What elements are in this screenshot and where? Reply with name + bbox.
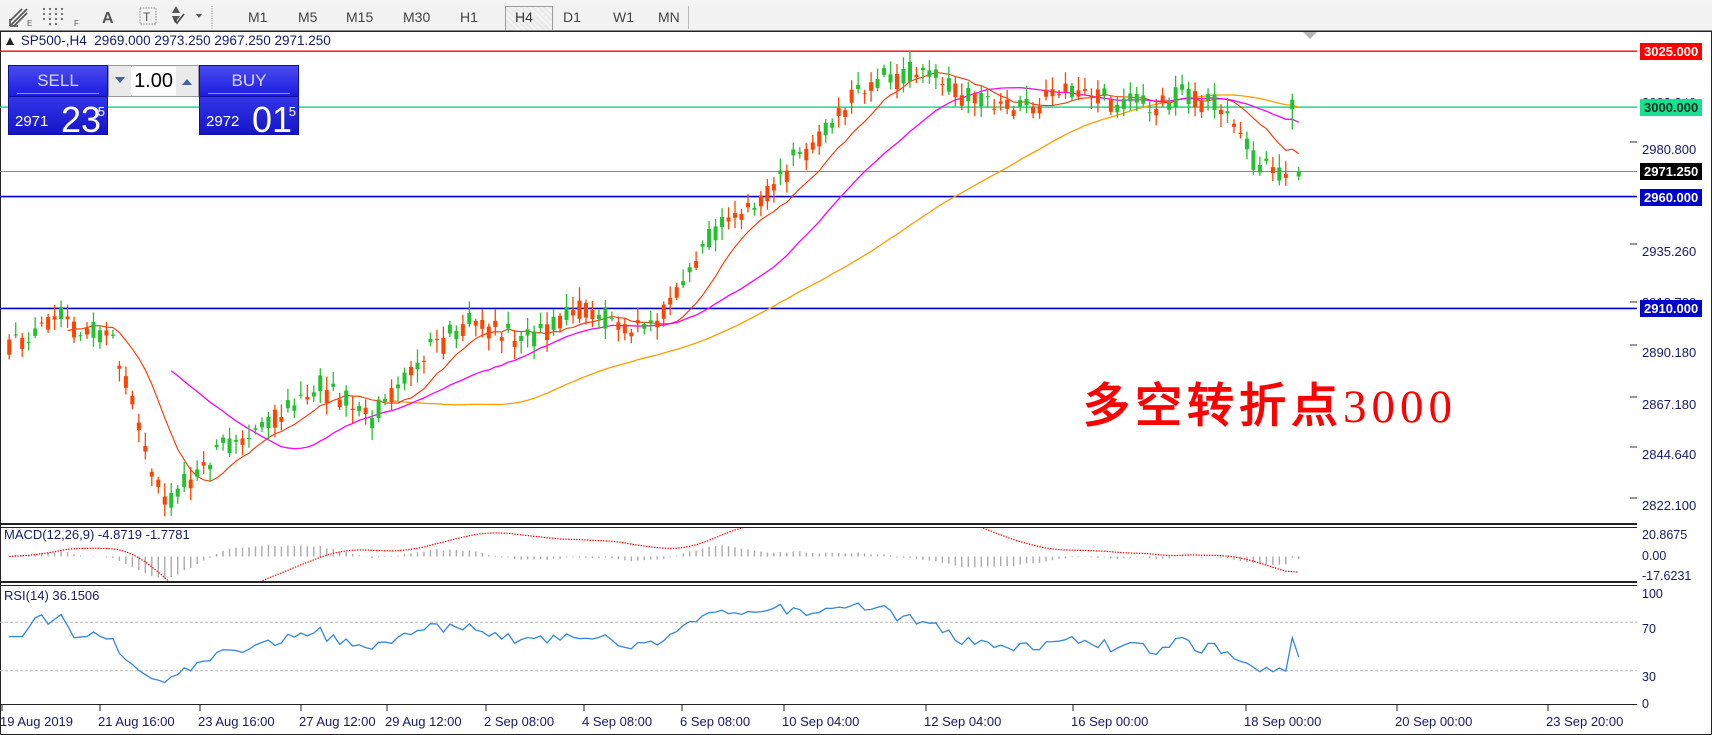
svg-text:F: F: [74, 19, 79, 28]
svg-text:T: T: [143, 10, 151, 24]
svg-text:E: E: [27, 19, 32, 28]
svg-text:A: A: [102, 10, 114, 27]
